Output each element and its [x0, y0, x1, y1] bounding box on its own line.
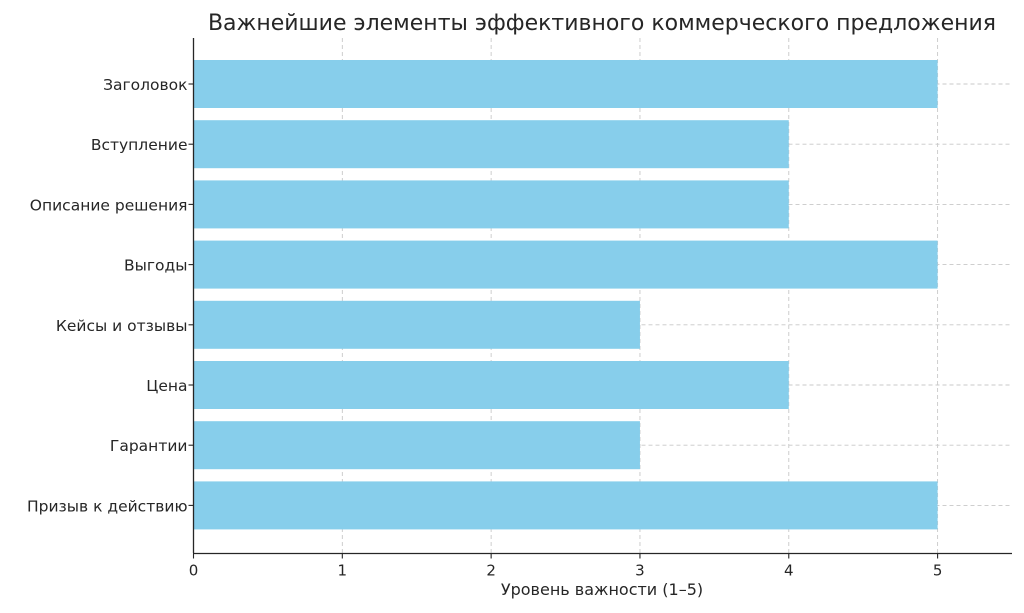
x-tick-label: 0 [189, 562, 199, 580]
bar [193, 60, 938, 108]
x-tick-label: 2 [486, 562, 496, 580]
bar [193, 361, 789, 409]
y-tick-label: Вступление [91, 136, 188, 154]
bar [193, 421, 640, 470]
y-tick-label: Выгоды [124, 257, 187, 275]
x-tick-label: 5 [933, 562, 943, 580]
y-tick-label: Гарантии [110, 437, 188, 455]
x-tick-label: 4 [784, 562, 794, 580]
bar [193, 300, 640, 349]
grid-lines [193, 38, 1012, 554]
y-tick-label: Призыв к действию [27, 497, 188, 515]
y-tick-label: Заголовок [103, 76, 187, 94]
chart-title: Важнейшие элементы эффективного коммерче… [208, 11, 996, 36]
x-tick-label: 1 [338, 562, 348, 580]
axes [192, 38, 1012, 555]
y-tick-label: Описание решения [30, 196, 188, 214]
x-tick-label: 3 [635, 562, 645, 580]
x-tick-labels: 0 1 2 3 4 5 [189, 553, 943, 580]
bar [193, 120, 789, 169]
bars [193, 60, 938, 530]
y-tick-label: Кейсы и отзывы [56, 317, 188, 335]
y-tick-label: Цена [146, 377, 187, 395]
y-tick-labels: Заголовок Вступление Описание решения Выгод… [27, 76, 194, 515]
bar [193, 240, 938, 289]
x-axis-label: Уровень важности (1–5) [501, 580, 703, 599]
bar [193, 481, 938, 530]
bar [193, 180, 789, 229]
